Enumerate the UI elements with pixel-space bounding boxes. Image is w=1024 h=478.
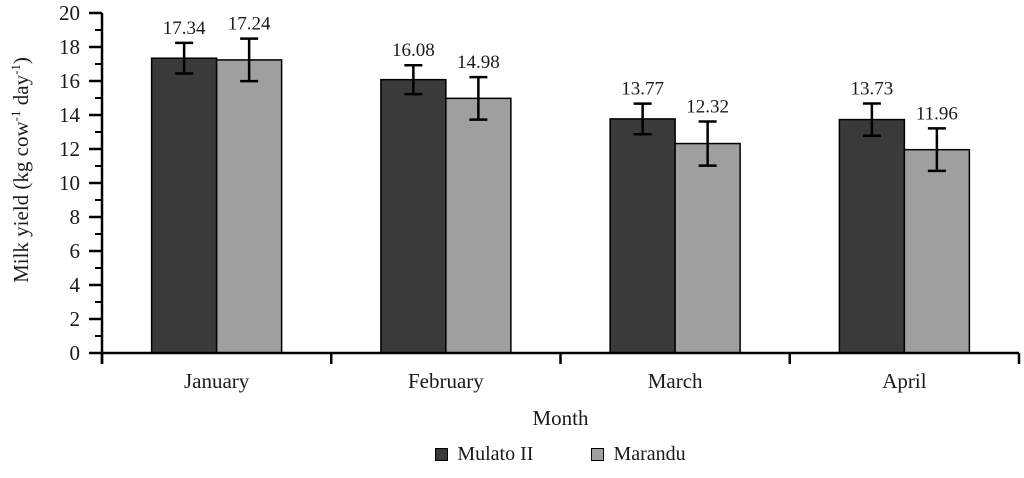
category-label-february: February <box>408 369 484 393</box>
value-label-mulato-ii-march: 13.77 <box>621 79 664 100</box>
legend-swatch-mulato-ii-icon <box>435 448 449 461</box>
y-tick-label-12: 12 <box>59 137 80 161</box>
bar-marandu-february <box>445 97 512 354</box>
error-bar-marandu-april <box>927 127 946 173</box>
x-axis-title: Month <box>532 406 589 430</box>
legend-item-mulato-ii: Mulato II <box>435 443 533 466</box>
y-tick-label-20: 20 <box>59 1 80 25</box>
y-tick-label-16: 16 <box>59 69 80 93</box>
category-label-january: January <box>184 369 250 393</box>
y-tick-label-0: 0 <box>70 341 81 365</box>
bar-mulato-ii-march <box>609 118 676 354</box>
legend-item-marandu: Marandu <box>591 443 686 466</box>
error-bar-mulato-ii-january <box>175 41 194 75</box>
y-axis-title: Milk yield (kg cow-1 day-1) <box>8 57 33 283</box>
legend-label-marandu: Marandu <box>613 443 686 465</box>
value-label-marandu-april: 11.96 <box>916 103 958 124</box>
legend-label-mulato-ii: Mulato II <box>457 443 534 465</box>
bar-marandu-january <box>215 59 283 354</box>
error-bar-mulato-ii-april <box>862 102 881 137</box>
y-tick-label-14: 14 <box>59 103 81 127</box>
y-tick-label-10: 10 <box>59 171 80 195</box>
value-label-marandu-march: 12.32 <box>686 96 729 117</box>
y-tick-label-2: 2 <box>70 307 81 331</box>
y-tick-label-8: 8 <box>70 205 81 229</box>
category-label-march: March <box>648 369 703 393</box>
value-label-mulato-ii-january: 17.34 <box>163 18 206 39</box>
bar-mulato-ii-february <box>380 78 447 354</box>
error-bar-marandu-february <box>469 75 488 121</box>
value-label-marandu-february: 14.98 <box>457 52 500 73</box>
error-bar-mulato-ii-march <box>633 102 652 136</box>
value-label-marandu-january: 17.24 <box>228 14 271 35</box>
error-bar-marandu-march <box>698 120 717 167</box>
bar-mulato-ii-january <box>150 57 218 354</box>
y-tick-label-4: 4 <box>70 273 81 297</box>
bar-marandu-march <box>674 142 741 354</box>
error-bar-mulato-ii-february <box>404 63 423 96</box>
bar-marandu-april <box>903 148 971 354</box>
category-label-april: April <box>882 369 926 393</box>
bar-mulato-ii-april <box>838 118 906 354</box>
error-bar-marandu-january <box>240 37 259 83</box>
value-label-mulato-ii-february: 16.08 <box>392 40 435 61</box>
legend: Mulato II Marandu <box>102 443 1019 466</box>
y-tick-label-6: 6 <box>70 239 81 263</box>
y-tick-label-18: 18 <box>59 35 80 59</box>
legend-swatch-marandu-icon <box>591 448 605 461</box>
value-label-mulato-ii-april: 13.73 <box>851 78 894 99</box>
